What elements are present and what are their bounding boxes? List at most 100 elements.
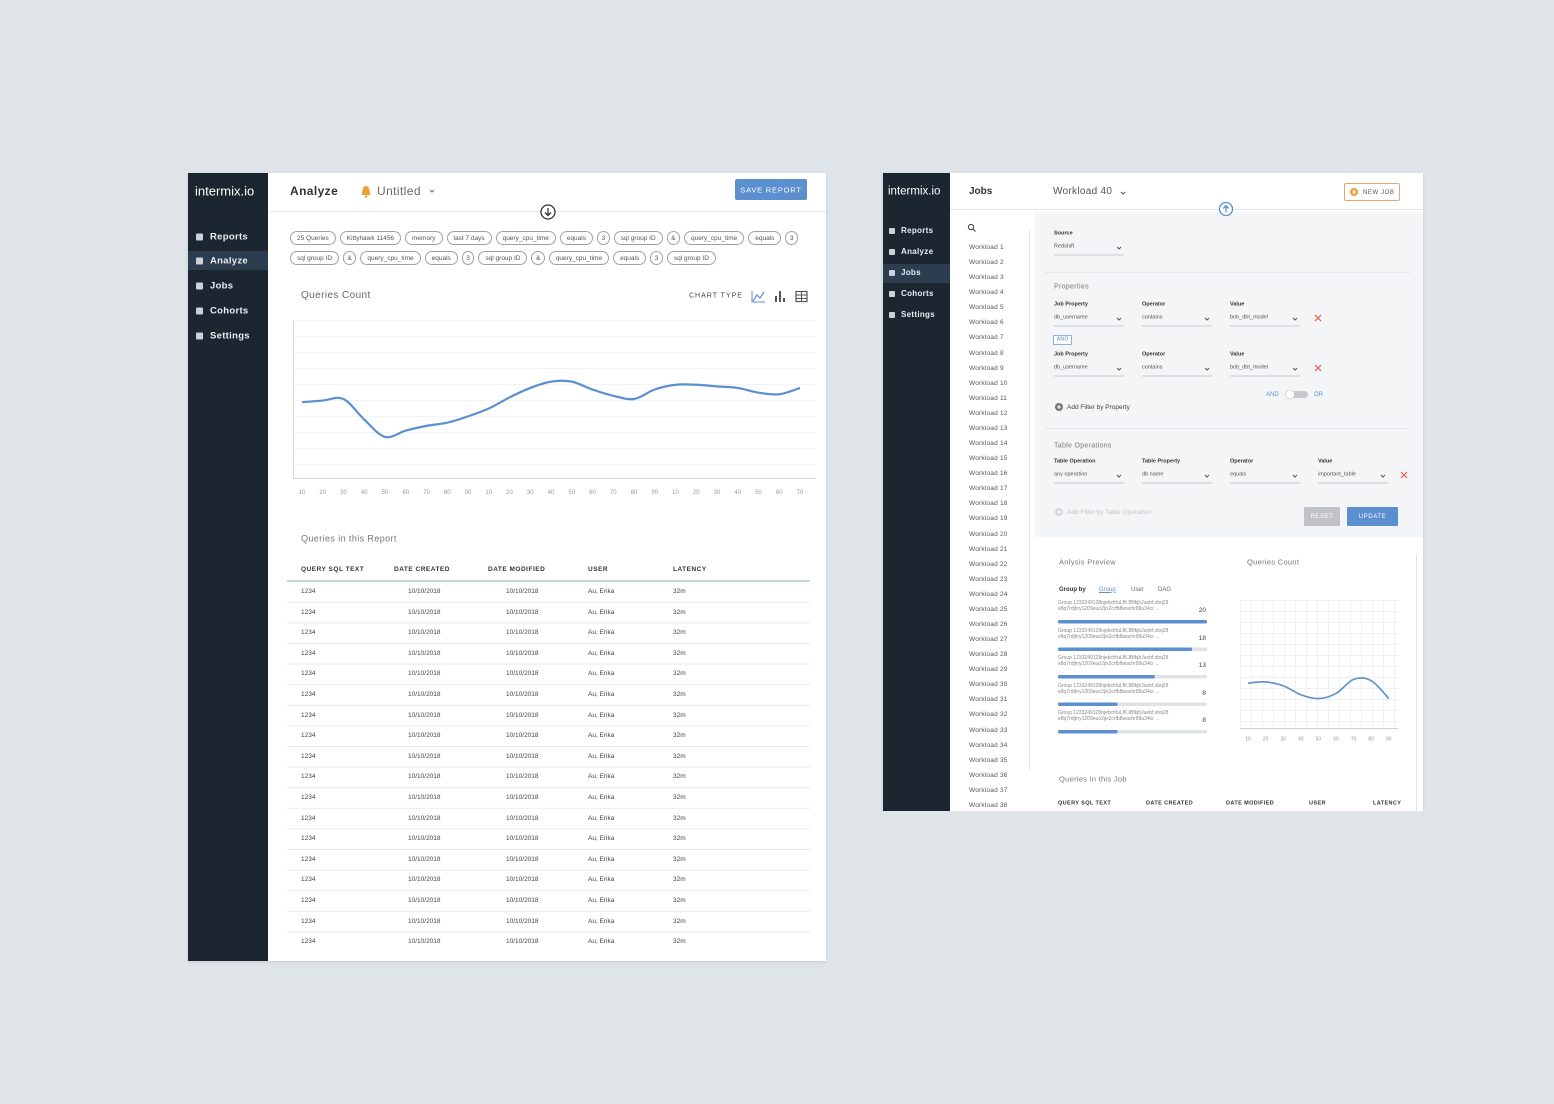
nav-item[interactable]: Settings <box>901 310 935 319</box>
workload-item[interactable]: Workload 32 <box>969 711 1008 719</box>
workload-item[interactable]: Workload 37 <box>969 786 1008 794</box>
toggle-option[interactable]: OR <box>1314 392 1323 398</box>
workload-item[interactable]: Workload 17 <box>969 485 1008 493</box>
filter-chip[interactable]: memory <box>405 231 443 245</box>
workload-item[interactable]: Workload 35 <box>969 756 1008 764</box>
nav-item[interactable]: Jobs <box>901 268 921 277</box>
select-value[interactable]: db_username <box>1054 314 1088 321</box>
workload-item[interactable]: Workload 36 <box>969 771 1008 779</box>
toggle-option[interactable]: AND <box>1266 392 1279 398</box>
workload-item[interactable]: Workload 26 <box>969 620 1008 628</box>
workload-item[interactable]: Workload 20 <box>969 530 1008 538</box>
filter-chip[interactable]: sql group ID <box>613 231 663 245</box>
workload-item[interactable]: Workload 23 <box>969 575 1008 583</box>
workload-item[interactable]: Workload 14 <box>969 439 1008 447</box>
workload-item[interactable]: Workload 5 <box>969 304 1004 312</box>
workload-item[interactable]: Workload 31 <box>969 696 1008 704</box>
filter-chip[interactable]: 3 <box>785 231 799 245</box>
group-option[interactable]: User <box>1131 586 1144 593</box>
save-button-label[interactable]: SAVE REPORT <box>740 185 802 195</box>
workload-item[interactable]: Workload 16 <box>969 469 1008 477</box>
filter-chip[interactable]: 3 <box>596 231 610 245</box>
update-button[interactable] <box>1347 507 1398 526</box>
reset-label[interactable]: RESET <box>1310 513 1334 520</box>
filter-chip[interactable]: query_cpu_time <box>684 231 745 245</box>
filter-chip[interactable]: query_cpu_time <box>360 251 421 265</box>
nav-item[interactable]: Cohorts <box>901 289 934 298</box>
select-value[interactable]: Redshift <box>1054 243 1075 250</box>
filter-chip[interactable]: 3 <box>461 251 475 265</box>
filter-chip[interactable]: equals <box>559 231 593 245</box>
filter-chip[interactable]: & <box>666 231 680 245</box>
workload-item[interactable]: Workload 19 <box>969 515 1008 523</box>
add-filter-disabled[interactable]: Add Filter by Table Operation <box>1067 508 1152 516</box>
filter-chip[interactable]: query_cpu_time <box>548 251 610 265</box>
filter-chip[interactable]: last 7 days <box>446 231 492 245</box>
nav-item[interactable]: Settings <box>210 330 250 342</box>
workload-item[interactable]: Workload 27 <box>969 635 1008 643</box>
workload-item[interactable]: Workload 8 <box>969 349 1004 357</box>
workload-item[interactable]: Workload 11 <box>969 394 1008 402</box>
select-value[interactable]: any operation <box>1054 471 1088 478</box>
workload-item[interactable]: Workload 7 <box>969 334 1004 342</box>
filter-chip[interactable]: 3 <box>650 251 663 265</box>
nav-item[interactable]: Reports <box>901 226 934 235</box>
nav-item[interactable]: Cohorts <box>210 305 249 317</box>
filter-chip[interactable]: equals <box>424 251 458 265</box>
workload-item[interactable]: Workload 24 <box>969 590 1008 598</box>
reset-button[interactable] <box>1304 507 1340 526</box>
nav-item[interactable]: Jobs <box>210 280 234 292</box>
select-value[interactable]: db_username <box>1054 364 1088 371</box>
group-option[interactable]: Group <box>1099 586 1116 593</box>
filter-chip[interactable]: Kittyhawk 11456 <box>339 231 402 245</box>
nav-item[interactable]: Analyze <box>210 255 249 267</box>
filter-chip[interactable]: equals <box>613 251 647 265</box>
group-option[interactable]: DAG <box>1158 586 1172 593</box>
filter-chip[interactable]: & <box>531 251 545 265</box>
workload-item[interactable]: Workload 18 <box>969 500 1008 508</box>
workload-item[interactable]: Workload 21 <box>969 545 1008 553</box>
new-job-button[interactable] <box>1344 183 1400 201</box>
workload-item[interactable]: Workload 2 <box>969 258 1004 266</box>
select-value[interactable]: important_table <box>1318 471 1356 478</box>
report-name[interactable]: Untitled <box>377 184 421 198</box>
workload-item[interactable]: Workload 38 <box>969 801 1008 809</box>
select-value[interactable]: db name <box>1142 471 1164 478</box>
workload-item[interactable]: Workload 9 <box>969 364 1004 372</box>
workload-item[interactable]: Workload 28 <box>969 650 1008 658</box>
workload-item[interactable]: Workload 33 <box>969 726 1008 734</box>
workload-item[interactable]: Workload 10 <box>969 379 1008 387</box>
workload-select[interactable]: Workload 40 <box>1053 186 1113 197</box>
filter-chip[interactable]: 25 Queries <box>290 231 336 245</box>
workload-item[interactable]: Workload 3 <box>969 273 1004 281</box>
new-job-label[interactable]: NEW JOB <box>1363 189 1395 196</box>
select-value[interactable]: equals <box>1230 471 1247 478</box>
filter-chip[interactable]: sql group ID <box>290 251 340 265</box>
workload-item[interactable]: Workload 12 <box>969 409 1008 417</box>
workload-item[interactable]: Workload 13 <box>969 424 1008 432</box>
workload-item[interactable]: Workload 25 <box>969 605 1008 613</box>
workload-item[interactable]: Workload 15 <box>969 454 1008 462</box>
update-label[interactable]: UPDATE <box>1358 513 1387 520</box>
add-filter[interactable]: Add Filter by Property <box>1067 403 1130 411</box>
workload-item[interactable]: Workload 6 <box>969 319 1004 327</box>
save-button[interactable] <box>735 179 807 200</box>
filter-chip[interactable]: equals <box>748 231 782 245</box>
workload-item[interactable]: Workload 30 <box>969 681 1008 689</box>
nav-item[interactable]: Reports <box>210 231 248 243</box>
workload-item[interactable]: Workload 34 <box>969 741 1008 749</box>
workload-item[interactable]: Workload 1 <box>969 243 1004 251</box>
workload-item[interactable]: Workload 4 <box>969 288 1004 296</box>
nav-item[interactable]: Analyze <box>901 247 934 256</box>
select-value[interactable]: bob_dbt_model <box>1230 364 1268 371</box>
filter-chip[interactable]: & <box>343 251 357 265</box>
workload-item[interactable]: Workload 22 <box>969 560 1008 568</box>
filter-chip[interactable]: sql group ID <box>478 251 528 265</box>
table-cell: 10/10/2018 <box>408 855 441 863</box>
select-value[interactable]: contains <box>1142 364 1163 371</box>
filter-chip[interactable]: sql group ID <box>666 251 716 265</box>
select-value[interactable]: contains <box>1142 314 1163 321</box>
select-value[interactable]: bob_dbt_model <box>1230 314 1268 321</box>
filter-chip[interactable]: query_cpu_time <box>495 231 556 245</box>
workload-item[interactable]: Workload 29 <box>969 665 1008 673</box>
